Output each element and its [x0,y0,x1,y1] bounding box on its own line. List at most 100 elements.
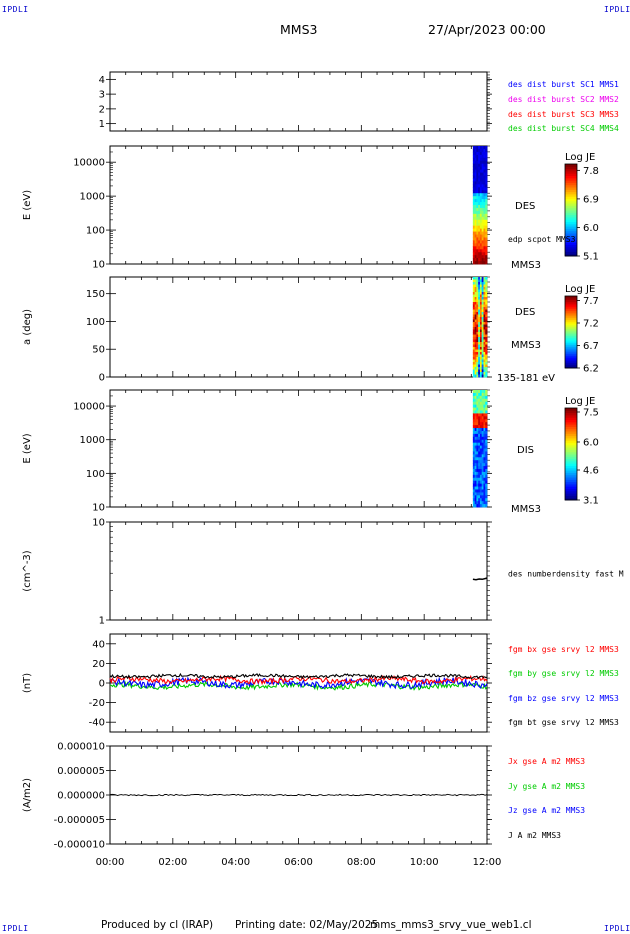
heatmap-cell [478,468,481,473]
heatmap-cell [474,439,477,444]
heatmap-cell [479,407,483,411]
heatmap-cell [479,395,483,400]
heatmap-cell [478,419,481,423]
colorbar-cell [565,170,577,174]
heatmap-cell [476,193,479,197]
heatmap-cell [478,334,481,338]
heatmap-cell [479,460,483,464]
heatmap-cell [472,314,476,318]
heatmap-cell [476,327,479,330]
heatmap-cell [476,166,479,170]
heatmap-cell [481,471,484,476]
heatmap-cell [479,359,483,363]
series-line-fgm [109,676,488,690]
heatmap-cell [481,292,484,295]
colorbar-cell [565,437,577,441]
heatmap-cell [478,474,481,479]
heatmap-cell [481,439,484,444]
heatmap-cell [485,213,488,218]
heatmap-cell [472,146,476,150]
heatmap-cell [472,294,476,298]
heatmap-cell [476,454,479,458]
heatmap-cell [474,357,477,360]
heatmap-cell [481,342,484,345]
heatmap-cell [474,454,477,458]
heatmap-cell [478,312,481,315]
heatmap-cell [483,146,486,150]
heatmap-cell [472,287,476,290]
heatmap-cell [481,255,484,259]
heatmap-cell [481,157,484,162]
heatmap-cell [478,160,481,165]
heatmap-cell [472,225,476,229]
colorbar-cell [565,235,577,239]
colorbar-cell [565,419,577,423]
heatmap-cell [485,433,488,438]
heatmap-cell [479,480,483,484]
heatmap-cell [483,433,486,438]
heatmap-cell [478,187,481,191]
heatmap-cell [472,297,476,300]
heatmap-cell [483,486,486,490]
heatmap-cell [476,471,479,476]
heatmap-cell [474,498,477,502]
heatmap-cell [476,457,479,461]
heatmap-cell [476,175,479,179]
heatmap-cell [485,463,488,467]
heatmap-cell [476,362,479,365]
heatmap-cell [485,498,488,502]
heatmap-cell [479,154,483,159]
heatmap-cell [485,504,488,508]
heatmap-cell [478,210,481,215]
heatmap-cell [485,151,488,156]
heatmap-cell [478,307,481,310]
heatmap-cell [483,422,486,426]
heatmap-cell [479,243,483,247]
heatmap-cell [481,302,484,305]
heatmap-cell [481,401,484,406]
heatmap-cell [485,202,488,206]
heatmap-cell [479,422,483,426]
heatmap-cell [483,354,486,358]
heatmap-cell [478,279,481,283]
y-tick-label: 0.000010 [57,742,105,753]
heatmap-cell [483,169,486,173]
heatmap-cell [483,398,486,403]
heatmap-cell [483,302,486,305]
heatmap-cell [483,222,486,227]
colorbar-cell [565,460,577,464]
colorbar-cell [565,314,577,317]
heatmap-cell [476,489,479,493]
heatmap-cell [483,334,486,338]
heatmap-cell [479,498,483,502]
heatmap-cell [472,312,476,315]
heatmap-cell [478,359,481,363]
heatmap-cell [474,369,477,373]
colorbar-cell [565,173,577,176]
heatmap-cell [483,407,486,411]
heatmap-cell [485,454,488,458]
heatmap-cell [481,367,484,370]
heatmap-cell [485,364,488,368]
heatmap-cell [476,416,479,420]
panel-des-energy: 10000 1000 100 10 E (eV) Log JE 7.8 6.9 6.0 5.1 DE… [22,145,599,271]
heatmap-cell [485,457,488,461]
y-tick-label: 0 [99,679,105,690]
heatmap-cell [485,302,488,305]
heatmap-cell [474,222,477,227]
heatmap-cell [481,151,484,156]
heatmap-cell [474,196,477,200]
heatmap-cell [472,495,476,499]
heatmap-cell [481,196,484,200]
heatmap-cell [481,416,484,420]
series-line-fgm [109,672,487,680]
heatmap-cell [485,299,488,303]
heatmap-cell [474,151,477,156]
panel-label: MMS3 [511,340,541,351]
heatmap-cell [479,302,483,305]
heatmap-cell [478,304,481,308]
heatmap-cell [472,451,476,455]
heatmap-cell [472,367,476,370]
heatmap-cell [481,480,484,484]
heatmap-cell [479,362,483,365]
